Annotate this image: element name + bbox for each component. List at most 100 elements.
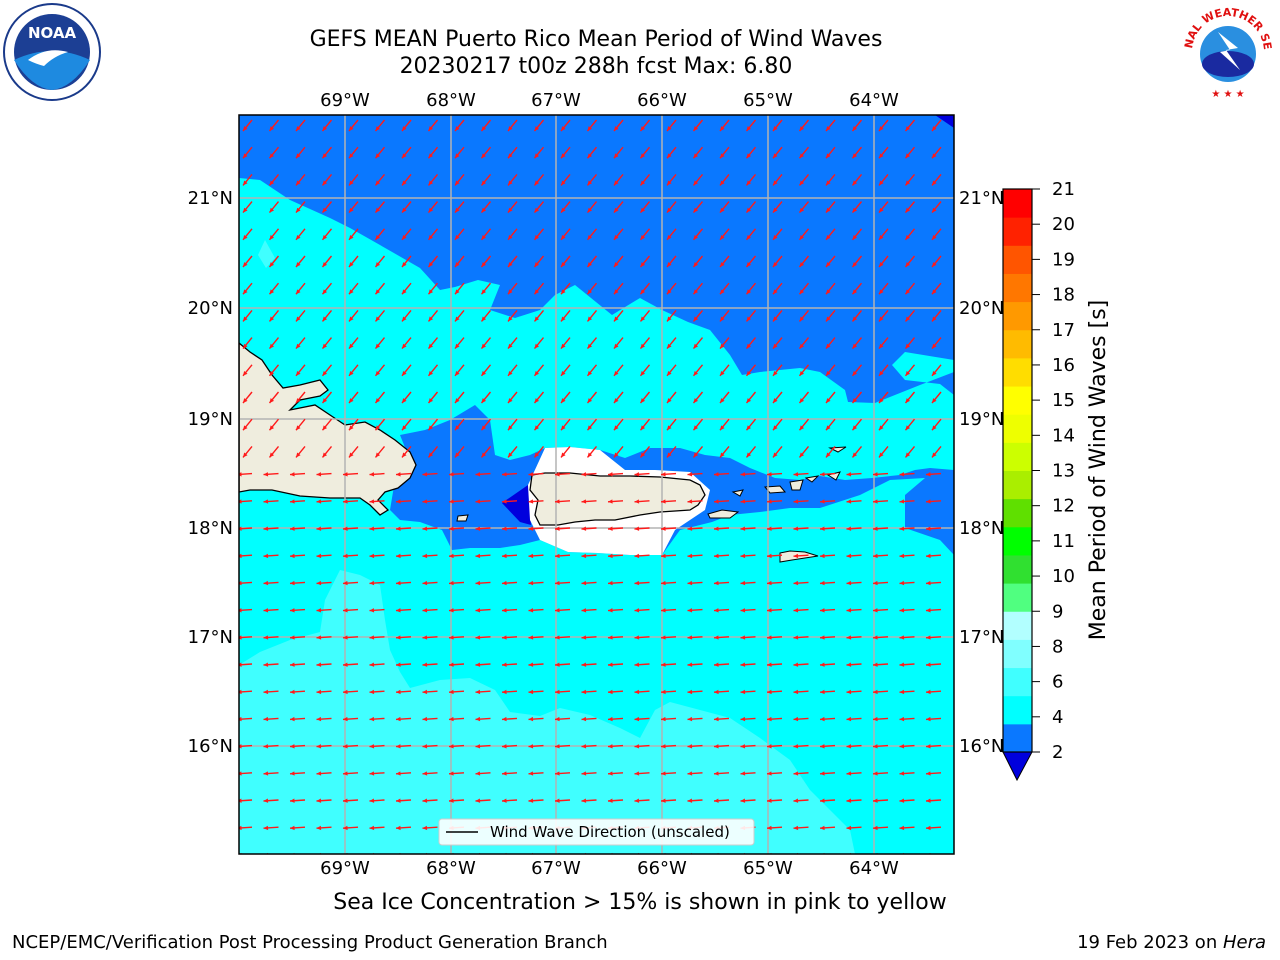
- wave-direction-arrowhead: [614, 234, 619, 240]
- wave-direction-arrowhead: [667, 289, 672, 295]
- wave-direction-arrowhead: [534, 207, 540, 213]
- map-legend: Wind Wave Direction (unscaled): [438, 818, 755, 846]
- wave-direction-arrowhead: [481, 343, 487, 349]
- lon-label: 66°W: [637, 90, 687, 111]
- wave-direction-arrowhead: [661, 744, 666, 749]
- wave-direction-arrowhead: [873, 744, 878, 749]
- wave-direction-arrowhead: [428, 126, 434, 131]
- wave-direction-arrowhead: [926, 798, 931, 803]
- wave-direction-arrowhead: [614, 180, 619, 186]
- wave-direction-arrowhead: [661, 553, 666, 559]
- wave-direction-arrowhead: [455, 126, 460, 131]
- wave-direction-arrowhead: [714, 689, 719, 695]
- wave-direction-arrowhead: [879, 153, 884, 159]
- wave-direction-arrowhead: [687, 771, 693, 776]
- wave-direction-arrowhead: [826, 126, 831, 131]
- wave-direction-arrowhead: [899, 716, 905, 722]
- wave-direction-arrowhead: [852, 398, 858, 403]
- wave-direction-arrowhead: [634, 716, 640, 722]
- wave-direction-arrowhead: [873, 689, 878, 695]
- wave-direction-arrowhead: [508, 425, 513, 431]
- wave-direction-arrowhead: [316, 689, 322, 695]
- wave-direction-arrowhead: [852, 289, 858, 295]
- wave-direction-arrowhead: [349, 370, 354, 376]
- lat-label: 16°N: [959, 736, 1004, 757]
- colorbar-segment: [1003, 245, 1032, 274]
- wave-direction-arrowhead: [899, 744, 905, 749]
- wave-direction-arrowhead: [926, 580, 931, 586]
- wave-direction-arrowhead: [369, 608, 375, 613]
- colorbar-tick-label: 14: [1052, 425, 1075, 446]
- wave-direction-arrowhead: [508, 316, 513, 322]
- wave-period-field-6-8-patch: [258, 240, 275, 268]
- wave-direction-arrowhead: [640, 398, 646, 403]
- wave-direction-arrowhead: [481, 370, 487, 376]
- wave-direction-arrowhead: [269, 316, 275, 322]
- wave-direction-arrowhead: [349, 153, 354, 159]
- wave-direction-arrowhead: [932, 316, 937, 322]
- wave-direction-arrowhead: [475, 526, 481, 531]
- wave-period-field-6-8-south: [239, 570, 855, 854]
- wave-direction-arrowhead: [343, 662, 348, 667]
- wave-direction-arrowhead: [740, 526, 746, 531]
- wave-direction-arrowhead: [449, 499, 454, 504]
- wave-direction-arrowhead: [634, 608, 640, 613]
- wave-direction-arrowhead: [879, 425, 884, 431]
- wave-direction-arrowhead: [263, 580, 269, 586]
- wave-direction-arrowhead: [269, 126, 275, 131]
- wave-direction-arrowhead: [449, 553, 454, 559]
- wave-direction-arrowhead: [667, 398, 672, 403]
- wave-direction-arrowhead: [661, 716, 666, 722]
- wave-direction-arrowhead: [640, 180, 646, 186]
- wave-direction-arrowhead: [926, 662, 931, 667]
- wave-direction-arrowhead: [687, 608, 693, 613]
- wave-direction-arrowhead: [793, 771, 799, 776]
- wave-direction-arrowhead: [502, 798, 507, 803]
- wave-direction-arrowhead: [826, 180, 831, 186]
- wave-direction-arrowhead: [687, 553, 693, 559]
- wave-direction-arrowhead: [799, 316, 805, 322]
- wave-direction-arrowhead: [296, 262, 301, 267]
- wave-direction-arrowhead: [820, 499, 825, 504]
- wave-direction-arrowhead: [263, 798, 269, 803]
- wave-direction-arrowhead: [879, 126, 884, 131]
- wave-direction-arrowhead: [455, 398, 460, 403]
- wave-direction-arrowhead: [555, 608, 560, 613]
- wave-direction-arrowhead: [343, 798, 348, 803]
- wave-direction-arrowhead: [873, 825, 878, 831]
- wave-direction-arrowhead: [375, 343, 381, 349]
- wave-direction-arrowhead: [820, 798, 825, 803]
- wave-direction-arrowhead: [449, 662, 454, 667]
- wave-direction-arrowhead: [581, 580, 587, 586]
- wave-direction-arrowhead: [369, 825, 375, 831]
- wave-direction-arrowhead: [587, 234, 593, 240]
- wave-direction-arrowhead: [561, 262, 566, 267]
- colorbar-segment: [1003, 386, 1032, 415]
- wave-direction-arrowhead: [740, 608, 746, 613]
- wave-direction-arrowhead: [263, 472, 269, 477]
- wave-direction-arrowhead: [528, 499, 534, 504]
- wave-direction-arrowhead: [773, 153, 778, 159]
- wave-direction-arrowhead: [693, 370, 699, 376]
- wave-direction-arrowhead: [349, 452, 354, 458]
- wave-direction-arrowhead: [820, 825, 825, 831]
- wave-direction-arrowhead: [793, 716, 799, 722]
- wave-direction-arrowhead: [773, 234, 778, 240]
- wave-direction-arrowhead: [693, 425, 699, 431]
- wave-direction-arrowhead: [793, 689, 799, 695]
- wave-direction-arrowhead: [243, 126, 248, 131]
- wave-direction-arrowhead: [402, 234, 407, 240]
- wave-direction-arrowhead: [402, 262, 407, 267]
- wave-direction-arrowhead: [846, 526, 852, 531]
- wave-direction-arrowhead: [343, 499, 348, 504]
- wave-direction-arrowhead: [793, 608, 799, 613]
- wave-direction-arrowhead: [243, 425, 248, 431]
- wave-direction-arrowhead: [555, 635, 560, 640]
- wave-direction-arrowhead: [667, 262, 672, 267]
- wave-direction-arrowhead: [316, 608, 322, 613]
- wave-direction-arrowhead: [932, 370, 937, 376]
- wave-direction-arrowhead: [375, 180, 381, 186]
- wave-direction-arrowhead: [587, 262, 593, 267]
- wave-direction-arrowhead: [905, 180, 911, 186]
- wave-direction-arrowhead: [852, 153, 858, 159]
